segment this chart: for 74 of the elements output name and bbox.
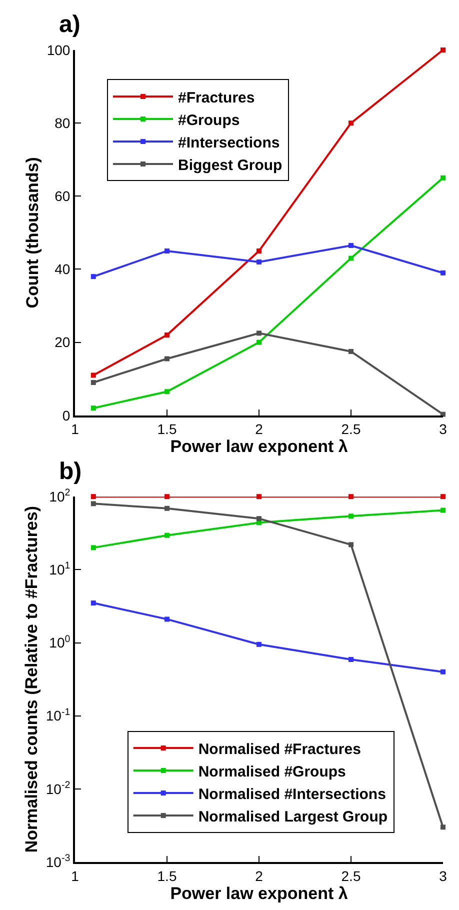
- text: #Fractures: [178, 89, 255, 106]
- point: [256, 494, 262, 500]
- x-tick-label: 2: [255, 868, 264, 884]
- point: [256, 259, 262, 264]
- point: [440, 824, 446, 830]
- y-tick-label: 10$^{2}$: [49, 488, 70, 504]
- point: [164, 532, 170, 538]
- legend-label: Normalised Largest Group: [198, 808, 388, 826]
- point: [256, 516, 262, 522]
- y-tick-label: 10$^{-1}$: [46, 706, 70, 724]
- y-tick-label: 80: [54, 114, 70, 131]
- point: [164, 506, 170, 511]
- point: [256, 330, 262, 336]
- point: [256, 340, 262, 345]
- point: [348, 120, 354, 126]
- chart-title: a): [59, 11, 80, 38]
- legend-label: Normalised #Fractures: [198, 740, 361, 758]
- point: [440, 175, 446, 180]
- text: Biggest Group: [178, 156, 282, 174]
- legend-label: Normalised #Intersections: [198, 786, 386, 803]
- point: [90, 545, 96, 550]
- x-axis-title: Power law exponent λ: [170, 884, 348, 903]
- y-tick-label: 10$^{1}$: [49, 560, 70, 578]
- x-tick-label: 2: [255, 421, 264, 438]
- point: [348, 514, 354, 519]
- y-tick-label: 10$^{-2}$: [46, 780, 70, 797]
- point: [440, 48, 446, 52]
- point: [164, 494, 170, 500]
- point: [164, 248, 170, 254]
- point: [256, 248, 262, 254]
- x-tick-label: 3: [439, 421, 448, 438]
- point: [348, 242, 354, 248]
- y-tick-label: 20: [54, 334, 70, 350]
- y-tick-label: 10$^{0}$: [49, 634, 71, 651]
- y-tick-label: 100: [46, 42, 70, 58]
- point: [164, 389, 170, 394]
- y-axis-title: Count (thousands): [22, 157, 42, 308]
- y-axis-title: Normalised counts (Relative to #Fractures): [22, 506, 41, 853]
- x-axis-title: Power law exponent λ: [170, 437, 348, 456]
- text: #Intersections: [178, 134, 280, 152]
- point: [90, 494, 96, 500]
- y-tick-label: 40: [54, 261, 70, 278]
- point: [90, 372, 96, 378]
- point: [90, 380, 96, 386]
- point: [256, 642, 262, 647]
- legend-label: Normalised #Groups: [198, 763, 346, 780]
- x-tick-label: 1.5: [157, 421, 177, 438]
- point: [90, 501, 96, 506]
- point: [440, 669, 446, 674]
- x-tick-label: 2.5: [341, 868, 361, 884]
- chart-title: b): [59, 458, 82, 485]
- x-tick-label: 3: [439, 868, 448, 884]
- y-tick-label: 60: [54, 188, 70, 204]
- point: [348, 348, 354, 354]
- x-tick-label: 1.5: [157, 868, 177, 884]
- point: [90, 600, 96, 606]
- point: [164, 616, 170, 622]
- text: #Groups: [178, 112, 240, 129]
- point: [164, 332, 170, 338]
- x-tick-label: 2.5: [341, 421, 361, 438]
- point: [348, 657, 354, 662]
- y-tick-label: 0: [62, 407, 70, 424]
- x-tick-label: 1: [71, 421, 80, 438]
- point: [90, 406, 96, 411]
- point: [348, 494, 354, 500]
- x-tick-label: 1: [71, 868, 80, 884]
- point: [164, 356, 170, 362]
- point: [90, 274, 96, 280]
- y-tick-label: 10$^{-3}$: [46, 853, 71, 870]
- point: [348, 256, 354, 261]
- point: [440, 494, 446, 500]
- point: [348, 542, 354, 548]
- point: [440, 508, 446, 513]
- point: [440, 270, 446, 276]
